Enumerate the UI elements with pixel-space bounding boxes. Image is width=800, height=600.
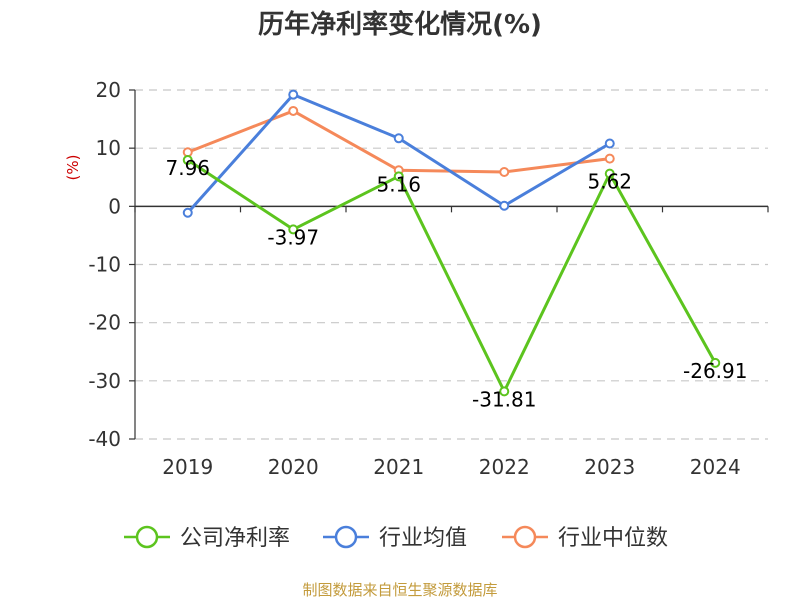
legend-marker	[334, 525, 358, 549]
series-line-0	[186, 158, 717, 393]
data-point-0	[288, 224, 299, 235]
legend-label: 行业均值	[379, 526, 467, 551]
y-tick-label: 10	[96, 136, 121, 160]
legend-label: 公司净利率	[180, 526, 290, 551]
data-label: 5.62	[587, 170, 632, 194]
y-axis-label: (%)	[64, 155, 82, 181]
data-point-2	[604, 153, 615, 164]
data-point-1	[393, 133, 404, 144]
x-tick-label: 2021	[373, 455, 424, 479]
data-label: -31.81	[472, 387, 536, 411]
data-label: 7.96	[165, 156, 210, 180]
y-tick-label: 0	[108, 194, 121, 218]
data-point-1	[288, 89, 299, 100]
data-point-0	[604, 168, 615, 179]
data-label: -3.97	[267, 225, 319, 249]
data-point-0	[182, 155, 193, 166]
chart-title: 历年净利率变化情况(%)	[258, 10, 542, 40]
legend-marker	[135, 525, 159, 549]
data-label: -26.91	[683, 359, 747, 383]
x-tick-label: 2024	[690, 455, 741, 479]
data-point-2	[288, 105, 299, 116]
y-tick-label: -20	[88, 311, 121, 335]
y-tick-label: -30	[88, 369, 121, 393]
data-point-2	[499, 167, 510, 178]
x-tick-label: 2022	[479, 455, 530, 479]
x-tick-label: 2020	[268, 455, 319, 479]
x-tick-label: 2023	[584, 455, 635, 479]
data-point-1	[182, 207, 193, 218]
data-label: 5.16	[376, 172, 421, 196]
data-point-1	[499, 200, 510, 211]
data-point-0	[393, 171, 404, 182]
y-tick-label: -10	[88, 253, 121, 277]
y-tick-label: 20	[96, 78, 121, 102]
source-note: 制图数据来自恒生聚源数据库	[302, 581, 498, 599]
data-point-0	[710, 357, 721, 368]
data-point-0	[499, 386, 510, 397]
x-tick-label: 2019	[162, 455, 213, 479]
legend-label: 行业中位数	[558, 526, 668, 551]
y-tick-label: -40	[88, 427, 121, 451]
data-point-1	[604, 138, 615, 149]
legend-marker	[513, 525, 537, 549]
